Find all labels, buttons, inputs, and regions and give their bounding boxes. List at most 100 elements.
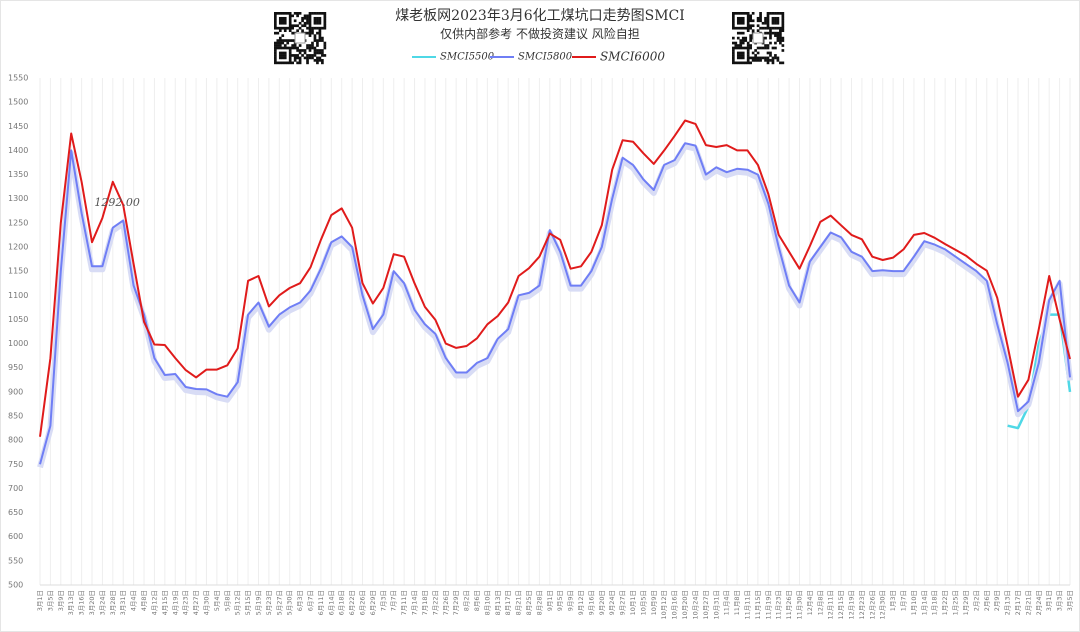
qr-cell — [769, 41, 772, 45]
qr-cell — [308, 16, 312, 20]
qr-cell — [736, 26, 740, 30]
qr-cell — [286, 26, 290, 30]
qr-cell — [308, 44, 312, 47]
y-tick-label: 500 — [8, 581, 23, 590]
x-tick-label: 3月9日 — [57, 590, 65, 611]
y-tick-label: 1100 — [8, 291, 28, 300]
qr-cell — [776, 59, 780, 62]
qr-cell — [779, 29, 782, 33]
qr-cell — [318, 56, 322, 60]
x-tick-label: 12月4日 — [806, 590, 814, 615]
qr-cell — [288, 12, 292, 15]
qr-cell — [303, 16, 307, 20]
x-tick-label: 5月12日 — [234, 590, 242, 615]
y-tick-label: 1250 — [8, 218, 28, 227]
qr-cell — [779, 41, 782, 45]
qr-cell — [274, 46, 277, 50]
qr-cell — [739, 21, 743, 25]
qr-cell — [779, 36, 782, 40]
x-tick-label: 3月1日 — [36, 590, 44, 611]
qr-cell — [293, 12, 297, 15]
qr-cell — [756, 19, 760, 23]
qr-cell — [316, 51, 319, 55]
qr-cell — [278, 46, 282, 50]
qr-cell — [296, 54, 299, 57]
qr-cell — [308, 54, 312, 57]
x-tick-label: 10月24日 — [691, 590, 699, 620]
qr-cell — [293, 59, 297, 62]
x-tick-label: 1月7日 — [900, 590, 908, 611]
qr-cell — [296, 12, 299, 15]
qr-cell — [274, 56, 277, 60]
qr-cell — [293, 24, 297, 28]
qr-cell — [296, 46, 299, 50]
qr-cell — [298, 59, 302, 62]
qr-cell — [311, 46, 314, 50]
qr-cell — [759, 14, 762, 18]
qr-cell — [781, 19, 785, 23]
qr-cell — [781, 12, 785, 15]
x-tick-label: 10月27日 — [702, 590, 710, 620]
qr-cell — [732, 51, 735, 55]
x-tick-label: 8月28日 — [535, 590, 543, 615]
qr-cell — [311, 54, 314, 57]
qr-cell — [274, 14, 277, 18]
qr-cell — [303, 14, 307, 18]
qr-cell — [303, 56, 307, 60]
qr-cell — [288, 46, 292, 50]
qr-cell — [734, 41, 738, 45]
qr-cell — [291, 26, 295, 30]
qr-cell — [764, 56, 767, 60]
qr-cell — [313, 26, 317, 30]
x-tick-label: 3月24日 — [98, 590, 106, 615]
qr-cell — [288, 26, 292, 30]
x-tick-label: 5月30日 — [286, 590, 294, 615]
qr-cell — [313, 59, 317, 62]
qr-cell — [761, 56, 765, 60]
qr-cell — [316, 31, 319, 35]
qr-cell — [739, 46, 743, 50]
qr-cell — [313, 46, 317, 50]
x-tick-label: 4月30日 — [202, 590, 210, 615]
qr-cell — [764, 31, 767, 35]
qr-cell — [288, 59, 292, 62]
x-tick-label: 1月10日 — [910, 590, 918, 615]
x-tick-label: 6月3日 — [296, 590, 304, 611]
x-tick-label: 3月13日 — [67, 590, 75, 615]
qr-cell — [313, 36, 317, 40]
qr-cell — [301, 29, 304, 33]
qr-cell — [776, 36, 780, 40]
qr-cell — [754, 49, 757, 52]
qr-cell — [291, 24, 295, 28]
qr-cell — [276, 44, 280, 47]
x-tick-label: 10月16日 — [671, 590, 679, 620]
y-tick-label: 800 — [8, 436, 23, 445]
qr-cell — [278, 61, 282, 65]
x-tick-label: 5月23日 — [265, 590, 273, 615]
x-tick-label: 3月3日 — [1056, 590, 1064, 611]
qr-cell — [303, 49, 307, 52]
x-tick-label: 5月8日 — [223, 590, 231, 611]
qr-cell — [741, 54, 745, 57]
qr-cell — [736, 31, 740, 35]
x-tick-label: 7月29日 — [452, 590, 460, 615]
qr-cell — [771, 26, 775, 30]
qr-cell — [321, 59, 324, 62]
qr-cell — [306, 16, 309, 20]
qr-cell — [732, 26, 735, 30]
qr-cell — [318, 59, 322, 62]
x-tick-label: 10月1日 — [629, 590, 637, 615]
qr-cell — [751, 29, 755, 33]
y-tick-label: 1400 — [8, 146, 28, 155]
qr-cell — [781, 26, 785, 30]
qr-cell — [751, 19, 755, 23]
qr-cell — [749, 34, 753, 37]
x-tick-label: 8月13日 — [494, 590, 502, 615]
qr-cell — [274, 19, 277, 23]
qr-cell — [739, 12, 743, 15]
x-tick-label: 12月19日 — [848, 590, 856, 620]
qr-cell — [281, 16, 285, 20]
qr-cell — [749, 24, 753, 28]
qr-cell — [298, 56, 302, 60]
